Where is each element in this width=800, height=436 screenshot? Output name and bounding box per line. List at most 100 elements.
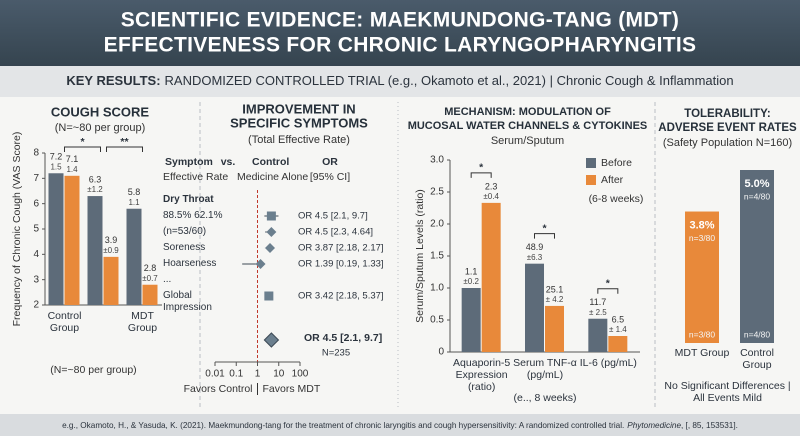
value-label: 2.3 (485, 181, 498, 191)
row-label: (n=53/60) (163, 226, 207, 237)
bar (48, 173, 64, 305)
row-label: ... (163, 274, 172, 285)
estimate-label: OR 4.5 [2.1, 9.7] (298, 211, 368, 222)
estimate-marker (266, 227, 277, 237)
value-label: 7.1 (66, 154, 79, 164)
bar (608, 336, 628, 352)
row-label: Soreness (163, 242, 206, 253)
citation: e.g., Okamoto, H., & Yasuda, K. (2021). … (62, 421, 624, 430)
chart-note-box: No Significant Differences | All Events … (664, 380, 790, 404)
bar (481, 202, 501, 352)
page-title: SCIENTIFIC EVIDENCE: MAEKMUNDONG-TANG (M… (121, 9, 679, 32)
bar (525, 263, 544, 352)
significance-bracket (106, 146, 143, 152)
row-label: Dry Throat (163, 194, 214, 205)
row-label-box: ... (163, 274, 172, 285)
value-label: 3.8% (689, 219, 714, 231)
error-label: ± 4.2 (546, 295, 564, 304)
banner: KEY RESULTS: RANDOMIZED CONTROLLED TRIAL … (66, 73, 733, 88)
column-header: vs. (221, 156, 236, 168)
error-label: 1.1 (128, 198, 140, 207)
value-label: 48.9 (526, 242, 544, 252)
estimate-marker (255, 259, 266, 269)
value-label: 2.8 (144, 263, 157, 273)
value-label: 5.0% (744, 178, 769, 190)
error-label: ±1.2 (87, 185, 103, 194)
y-tick-label: 4 (33, 249, 39, 260)
category-note-box: (e.., 8 weeks) (513, 392, 576, 404)
chart-subtitle: (N=~80 per group) (55, 122, 146, 134)
legend-swatch (586, 175, 596, 185)
estimate-marker (264, 243, 275, 253)
x-tick-label: Aquaporin-5 Expression (ratio) (453, 357, 511, 393)
header-band (0, 0, 800, 66)
value-label: 6.5 (612, 314, 625, 324)
estimate-marker (264, 291, 274, 301)
significance-label: * (606, 278, 611, 290)
x-tick-label: 10 (273, 369, 285, 380)
error-label: ±0.4 (483, 192, 499, 201)
row-label-box: 88.5% 62.1% (163, 210, 223, 221)
bar (588, 318, 608, 352)
y-tick-label: 0.5 (430, 315, 444, 326)
significance-label: * (542, 222, 547, 234)
value-label: 1.1 (465, 266, 478, 276)
error-label: ±6.3 (527, 253, 543, 262)
x-tick-label: 0.01 (205, 369, 225, 380)
banner-band (0, 66, 800, 97)
column-header: OR (322, 156, 338, 168)
chart-title: MUCOSAL WATER CHANNELS & CYTOKINES (408, 120, 648, 132)
x-tick-label: 100 (292, 369, 309, 380)
x-tick-label: Control Group (740, 347, 774, 371)
pooled-diamond (263, 332, 280, 348)
column-header: Symptom (165, 156, 213, 168)
chart-title: ADVERSE EVENT RATES (658, 122, 797, 134)
value-label: 5.8 (128, 187, 141, 197)
error-label: ±0.2 (463, 277, 479, 286)
chart-subtitle: Serum/Sputum (491, 135, 564, 147)
bar (142, 284, 158, 305)
chart-subtitle: (Safety Population N=160) (663, 137, 792, 149)
citation-details: , [, 85, 153531]. (681, 421, 738, 430)
legend-swatch (586, 158, 596, 168)
estimate-label: OR 1.39 [0.19, 1.33] (298, 259, 384, 270)
y-axis-label: Frequency of Chronic Cough (VAS Score) (11, 132, 23, 327)
y-tick-label: 0 (438, 347, 444, 358)
error-label: ±0.7 (142, 274, 158, 283)
estimate-label: OR 4.5 [2.3, 4.64] (298, 227, 373, 238)
error-label: 1.4 (66, 165, 78, 174)
x-tick-label: Serum TNF-α (pg/mL) (513, 357, 577, 381)
x-tick-label: Control Group (47, 310, 82, 334)
footer-band (0, 414, 800, 436)
n-label: n=4/80 (744, 191, 771, 201)
pooled-label: OR 4.5 [2.1, 9.7] (304, 332, 382, 344)
x-tick-label: MDT Group (127, 310, 158, 334)
y-tick-label: 5 (33, 224, 39, 235)
significance-label: * (80, 136, 85, 148)
column-subheader: [95% CI] (310, 171, 350, 183)
row-label-box: (n=53/60) (163, 226, 207, 237)
chart-title: SPECIFIC SYMPTOMS (230, 115, 368, 130)
n-label: n=3/80 (689, 329, 716, 339)
x-tick-label-box: Aquaporin-5 Expression (ratio) (453, 357, 511, 393)
estimate-label: OR 3.87 [2.18, 2.17] (298, 243, 384, 254)
x-axis-label: Favors Control (184, 383, 253, 395)
y-tick-label: 1.5 (430, 251, 444, 262)
y-tick-label: 1.0 (430, 283, 444, 294)
value-label: 3.9 (105, 235, 118, 245)
row-label-box: Hoarseness (163, 258, 216, 269)
chart-title: MECHANISM: MODULATION OF (444, 106, 611, 118)
pooled-n: N=235 (322, 348, 350, 359)
significance-label: ** (120, 136, 129, 148)
row-label: Global Impression (163, 290, 212, 313)
y-axis-label: Serum/Sputum Levels (ratio) (414, 189, 426, 323)
chart-note: (N=~80 per group) (50, 364, 136, 376)
bar (87, 196, 103, 305)
y-tick-label: 2 (33, 300, 39, 311)
x-tick-label-box: Control Group (740, 347, 774, 371)
x-tick-label-box: MDT Group (127, 310, 158, 334)
x-tick-label-box: Serum TNF-α (pg/mL) (513, 357, 577, 381)
significance-bracket (597, 288, 619, 294)
